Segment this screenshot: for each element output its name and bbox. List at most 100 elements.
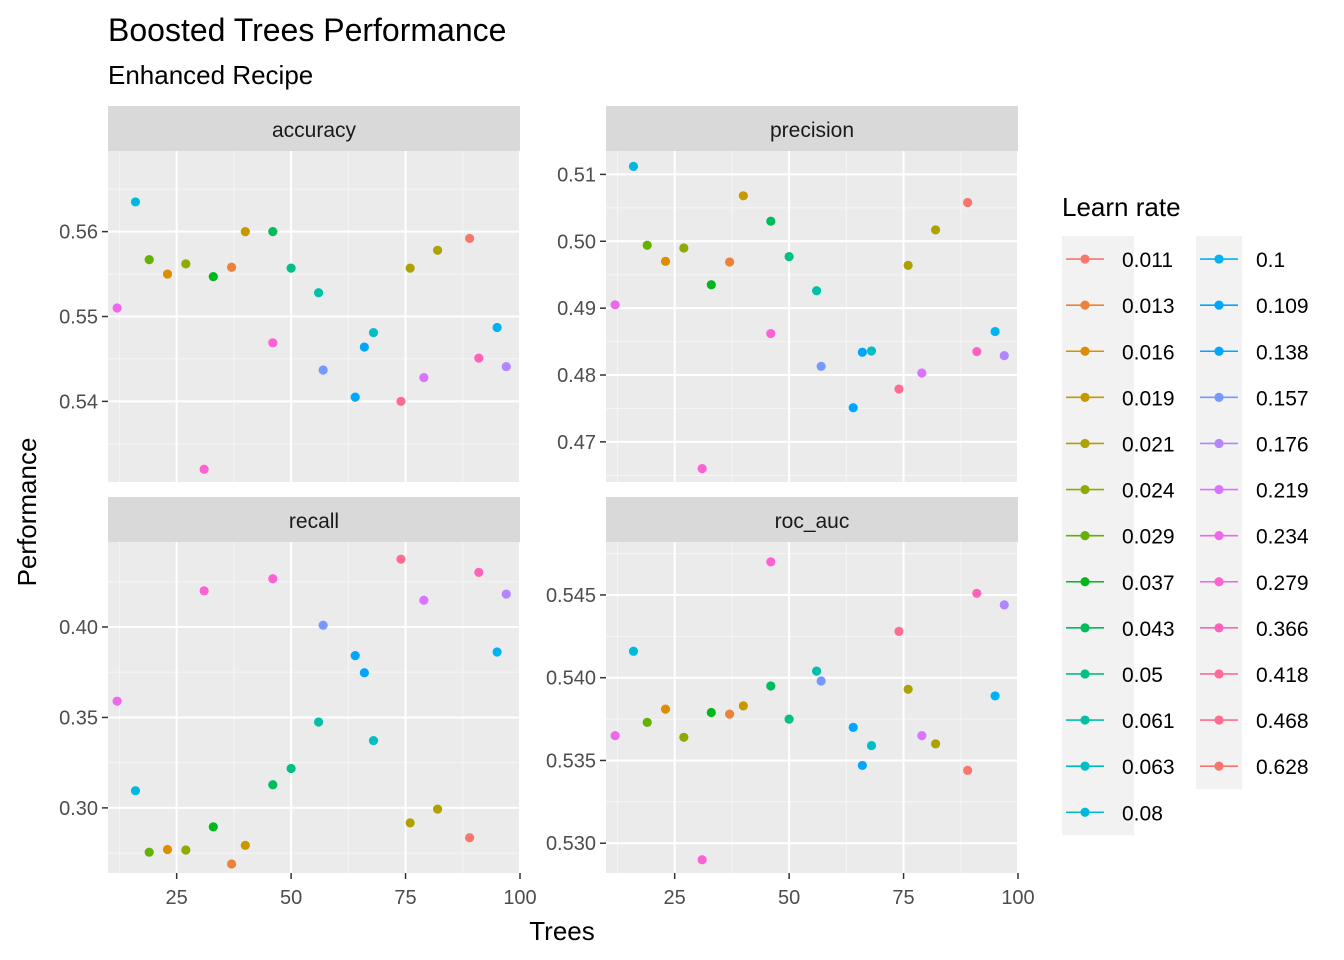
data-point <box>725 709 735 719</box>
data-point <box>628 646 639 656</box>
legend-item: 0.279 <box>1200 572 1309 595</box>
data-point <box>866 346 877 356</box>
legend-key-point <box>1080 300 1090 310</box>
data-point <box>350 650 360 661</box>
data-point <box>318 620 328 630</box>
legend-key-point <box>1080 254 1090 264</box>
x-tick-label: 25 <box>664 887 686 909</box>
data-point <box>660 256 671 266</box>
legend-label: 0.234 <box>1256 526 1309 549</box>
legend-label: 0.037 <box>1122 572 1175 595</box>
chart-subtitle: Enhanced Recipe <box>108 60 313 90</box>
data-point <box>784 714 794 724</box>
legend-key-point <box>1214 438 1224 449</box>
data-point <box>628 161 639 171</box>
data-point <box>144 255 154 265</box>
legend-label: 0.016 <box>1122 341 1175 364</box>
data-point <box>866 740 877 751</box>
y-tick-label: 0.54 <box>59 391 98 413</box>
data-point <box>465 833 475 843</box>
x-tick-label: 100 <box>1001 887 1034 909</box>
legend: Learn rate 0.011 0.013 0.016 0.019 0.021 0.024… <box>1062 192 1309 836</box>
data-point <box>162 844 173 855</box>
data-point <box>816 676 826 686</box>
data-point <box>227 262 237 272</box>
data-point <box>144 847 154 857</box>
y-tick-label: 0.48 <box>557 365 596 387</box>
legend-label: 0.219 <box>1256 480 1309 503</box>
legend-item: 0.1 <box>1200 249 1285 272</box>
legend-label: 0.468 <box>1256 710 1309 733</box>
y-tick-label: 0.51 <box>557 164 596 186</box>
data-point <box>697 464 707 474</box>
legend-item: 0.019 <box>1066 387 1175 410</box>
data-point <box>990 691 1000 701</box>
data-point <box>240 840 250 850</box>
legend-label: 0.157 <box>1256 387 1309 410</box>
facet-strip-label: precision <box>770 119 854 142</box>
y-tick-label: 0.47 <box>557 432 596 454</box>
legend-item: 0.08 <box>1066 802 1163 825</box>
legend-key-point <box>1214 254 1224 264</box>
data-point <box>492 647 502 657</box>
data-point <box>419 373 429 383</box>
data-point <box>610 300 620 310</box>
x-tick-label: 50 <box>778 887 800 909</box>
legend-item: 0.011 <box>1066 249 1173 272</box>
legend-key-point <box>1080 346 1090 356</box>
data-point <box>706 280 716 290</box>
data-point <box>931 225 941 235</box>
legend-key-point <box>1214 531 1224 541</box>
data-point <box>313 717 324 727</box>
legend-label: 0.176 <box>1256 433 1309 456</box>
data-point <box>208 822 218 832</box>
data-point <box>811 666 822 676</box>
legend-label: 0.08 <box>1122 802 1163 825</box>
data-point <box>679 243 689 253</box>
legend-item: 0.418 <box>1200 664 1309 687</box>
legend-label: 0.019 <box>1122 387 1175 410</box>
legend-label: 0.366 <box>1256 618 1309 641</box>
legend-label: 0.061 <box>1122 710 1175 733</box>
data-point <box>660 704 671 714</box>
legend-key-point <box>1214 484 1224 495</box>
legend-item: 0.628 <box>1200 756 1309 779</box>
data-point <box>313 288 324 298</box>
data-point <box>181 845 191 855</box>
data-point <box>963 765 973 775</box>
data-point <box>501 589 511 599</box>
x-tick-label: 100 <box>503 887 536 909</box>
legend-item: 0.109 <box>1200 295 1309 318</box>
y-tick-label: 0.49 <box>557 298 596 320</box>
data-point <box>286 763 296 774</box>
legend-key-point <box>1214 392 1224 402</box>
legend-label: 0.418 <box>1256 664 1309 687</box>
data-point <box>474 567 484 577</box>
data-point <box>857 760 867 771</box>
legend-item: 0.029 <box>1066 526 1175 549</box>
data-point <box>318 365 328 375</box>
data-point <box>112 696 122 706</box>
data-point <box>738 191 748 201</box>
data-point <box>894 384 904 394</box>
data-point <box>359 668 369 678</box>
data-point <box>474 353 484 363</box>
legend-label: 0.021 <box>1122 433 1175 456</box>
data-point <box>816 361 826 371</box>
data-point <box>492 322 502 333</box>
y-axis-title: Performance <box>12 438 42 587</box>
legend-item: 0.176 <box>1200 433 1309 456</box>
data-point <box>199 586 209 596</box>
legend-key-point <box>1080 438 1090 449</box>
data-point <box>679 732 689 742</box>
data-point <box>894 626 904 636</box>
facet-strip-label: recall <box>289 510 339 533</box>
data-point <box>725 257 735 267</box>
legend-label: 0.1 <box>1256 249 1285 272</box>
data-point <box>917 731 927 741</box>
legend-item: 0.013 <box>1066 295 1175 318</box>
y-tick-label: 0.40 <box>59 617 98 639</box>
data-point <box>784 252 794 262</box>
facet-panels: accuracy 0.54 0.55 0.56 precision 0.47 0.48 0.4… <box>59 106 1035 909</box>
legend-item: 0.366 <box>1200 618 1309 641</box>
